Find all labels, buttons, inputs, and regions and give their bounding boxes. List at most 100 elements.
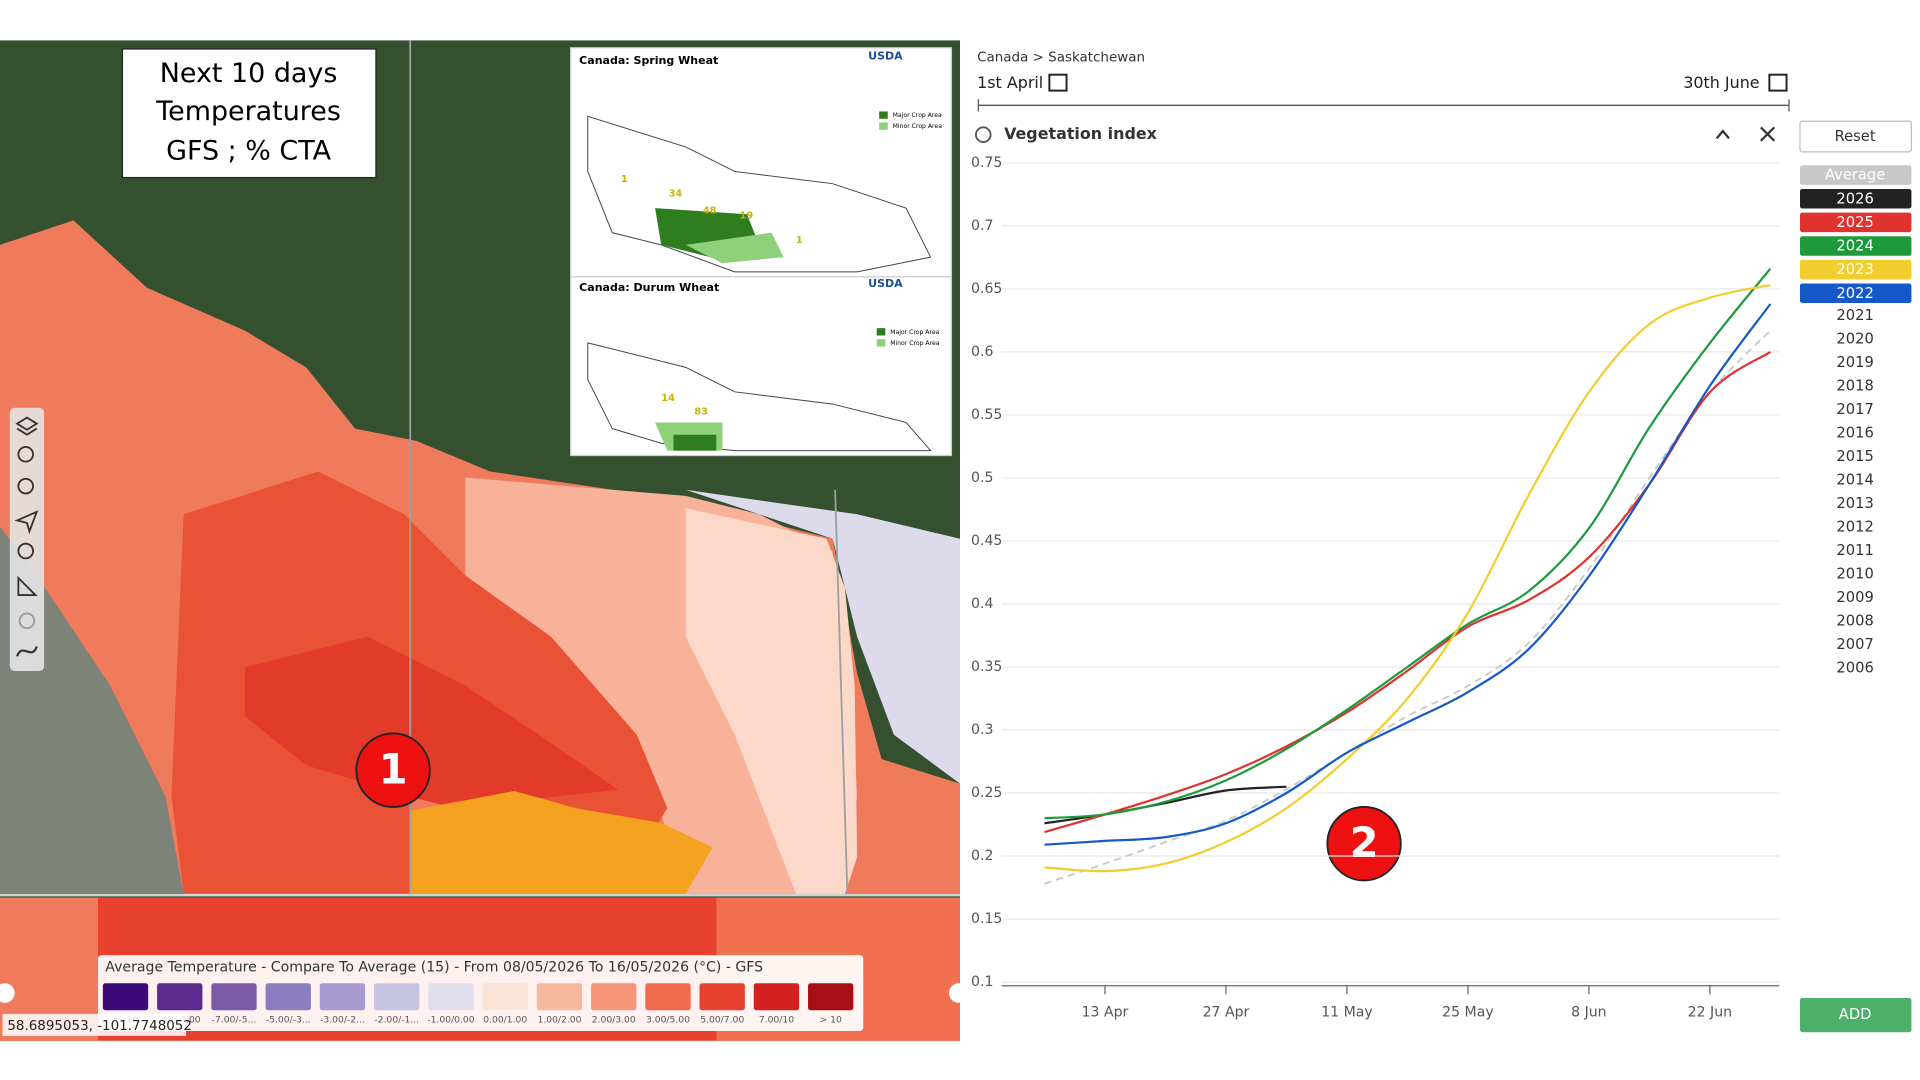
legend-label[interactable]: 2008 — [1836, 613, 1873, 630]
legend-label: 3.00/5.00 — [646, 1014, 690, 1025]
start-date[interactable]: 1st April — [977, 73, 1043, 92]
legend-label[interactable]: 2023 — [1836, 261, 1873, 278]
legend-label[interactable]: 2018 — [1836, 377, 1873, 394]
legend-label[interactable]: 2016 — [1836, 424, 1873, 441]
legend-label: -3.00/-2... — [320, 1014, 365, 1025]
legend-label[interactable]: 2020 — [1836, 330, 1873, 347]
collapse-right[interactable] — [948, 983, 969, 1003]
region — [410, 791, 713, 894]
inset-title: Canada: Durum Wheat — [579, 281, 720, 294]
marker — [355, 732, 431, 808]
marker — [1326, 806, 1402, 882]
legend-swatch — [157, 983, 203, 1011]
zoom-in-button[interactable] — [17, 446, 34, 463]
marker-label: 1 — [379, 745, 408, 794]
legend-button[interactable] — [1800, 259, 1912, 280]
chart-panel: Canada > Saskatchewan 1st April 30th Jun… — [971, 51, 1913, 1033]
legend-swatch — [699, 983, 745, 1011]
calendar-icon[interactable] — [1768, 73, 1788, 92]
legend-label[interactable]: Average — [1825, 167, 1885, 184]
y-tick-label: 0.3 — [971, 722, 993, 738]
locate-button[interactable] — [14, 510, 39, 535]
legend-label[interactable]: 2013 — [1836, 495, 1873, 512]
legend-swatch — [536, 983, 583, 1011]
coordinates: 58.6895053, -101.7748052 — [7, 1019, 192, 1034]
map: Next 10 days Temperatures GFS ; % CTA Ca… — [0, 40, 969, 1041]
measure-button[interactable] — [17, 575, 38, 597]
legend-label: 7.00/10 — [759, 1014, 794, 1025]
legend-swatch — [102, 983, 149, 1011]
legend-label[interactable]: 2026 — [1836, 190, 1873, 207]
y-tick-label: 0.15 — [971, 911, 1002, 927]
panel-title: Vegetation index — [1004, 124, 1158, 143]
legend-label[interactable]: 2025 — [1836, 214, 1873, 231]
close-button[interactable] — [1760, 126, 1776, 142]
legend-label: 5.00/7.00 — [700, 1014, 744, 1025]
map-legend: Average Temperature - Compare To Average… — [97, 955, 864, 1032]
legend-button[interactable] — [1800, 188, 1912, 209]
breadcrumb[interactable]: Canada > Saskatchewan — [977, 51, 1145, 66]
collapse-left[interactable] — [0, 983, 15, 1003]
series-line — [1044, 329, 1772, 885]
reset-button[interactable] — [1799, 120, 1913, 153]
legend-swatch — [265, 983, 311, 1011]
legend-button[interactable] — [1800, 236, 1912, 256]
collapse-button[interactable] — [1715, 129, 1730, 140]
agency: USDA — [868, 49, 903, 62]
calendar-icon[interactable] — [1048, 73, 1068, 92]
region — [685, 489, 960, 784]
add-button[interactable] — [1800, 997, 1912, 1033]
globe-icon — [975, 126, 992, 143]
target-button[interactable] — [18, 612, 36, 630]
crop-pct: 48 — [703, 206, 717, 217]
search-button[interactable] — [17, 542, 34, 560]
y-tick-label: 0.45 — [971, 533, 1002, 549]
legend-button[interactable] — [1800, 283, 1912, 304]
legend-button[interactable] — [1800, 212, 1912, 233]
crop-pct: 83 — [694, 406, 708, 417]
legend-label[interactable]: 2007 — [1836, 636, 1873, 653]
key-swatch — [876, 339, 886, 347]
y-tick-label: 0.5 — [971, 470, 993, 486]
marker-label: 2 — [1350, 818, 1379, 867]
legend-bg — [97, 955, 864, 1032]
inset: Canada: Spring Wheat USDA Major Crop Are… — [570, 47, 953, 457]
y-tick-label: 0.6 — [971, 344, 993, 360]
add-label[interactable]: ADD — [1839, 1006, 1872, 1023]
y-tick-label: 0.25 — [971, 785, 1002, 801]
legend-label[interactable]: 2009 — [1836, 589, 1873, 606]
legend-label[interactable]: 2017 — [1836, 401, 1873, 418]
x-tick-label: 13 Apr — [1082, 1005, 1129, 1021]
legend-label[interactable]: 2021 — [1836, 307, 1873, 324]
legend-label[interactable]: 2010 — [1836, 566, 1873, 583]
legend-label[interactable]: 2015 — [1836, 448, 1873, 465]
reset-label[interactable]: Reset — [1835, 128, 1876, 145]
end-date[interactable]: 30th June — [1683, 73, 1759, 92]
outline — [587, 342, 932, 452]
legend-label[interactable]: 2022 — [1836, 285, 1873, 302]
y-tick-label: 0.65 — [971, 281, 1002, 297]
legend-label[interactable]: 2012 — [1836, 519, 1873, 536]
zoom-out-button[interactable] — [17, 477, 34, 495]
draw-button[interactable] — [16, 646, 38, 657]
legend-label[interactable]: 2014 — [1836, 471, 1873, 488]
layers-button[interactable] — [15, 416, 39, 436]
x-tick-label: 25 May — [1442, 1005, 1494, 1021]
inset-title: Canada: Spring Wheat — [579, 54, 719, 67]
crop-area — [685, 232, 784, 264]
legend-button[interactable] — [1800, 165, 1912, 185]
map-title: Temperatures — [155, 96, 341, 127]
toolbar-bg — [9, 407, 45, 672]
legend-label: 1.00/2.00 — [538, 1014, 582, 1025]
y-tick-label: 0.75 — [971, 155, 1002, 171]
legend-label[interactable]: 2019 — [1836, 354, 1873, 371]
legend-label[interactable]: 2006 — [1836, 660, 1873, 677]
map-toolbar — [9, 407, 45, 672]
key-label: Major Crop Area — [890, 329, 939, 336]
legend-label: 0.00/1.00 — [483, 1014, 527, 1025]
legend-label[interactable]: 2011 — [1836, 542, 1873, 559]
legend-label[interactable]: 2024 — [1836, 238, 1873, 255]
y-tick-label: 0.2 — [971, 848, 993, 864]
